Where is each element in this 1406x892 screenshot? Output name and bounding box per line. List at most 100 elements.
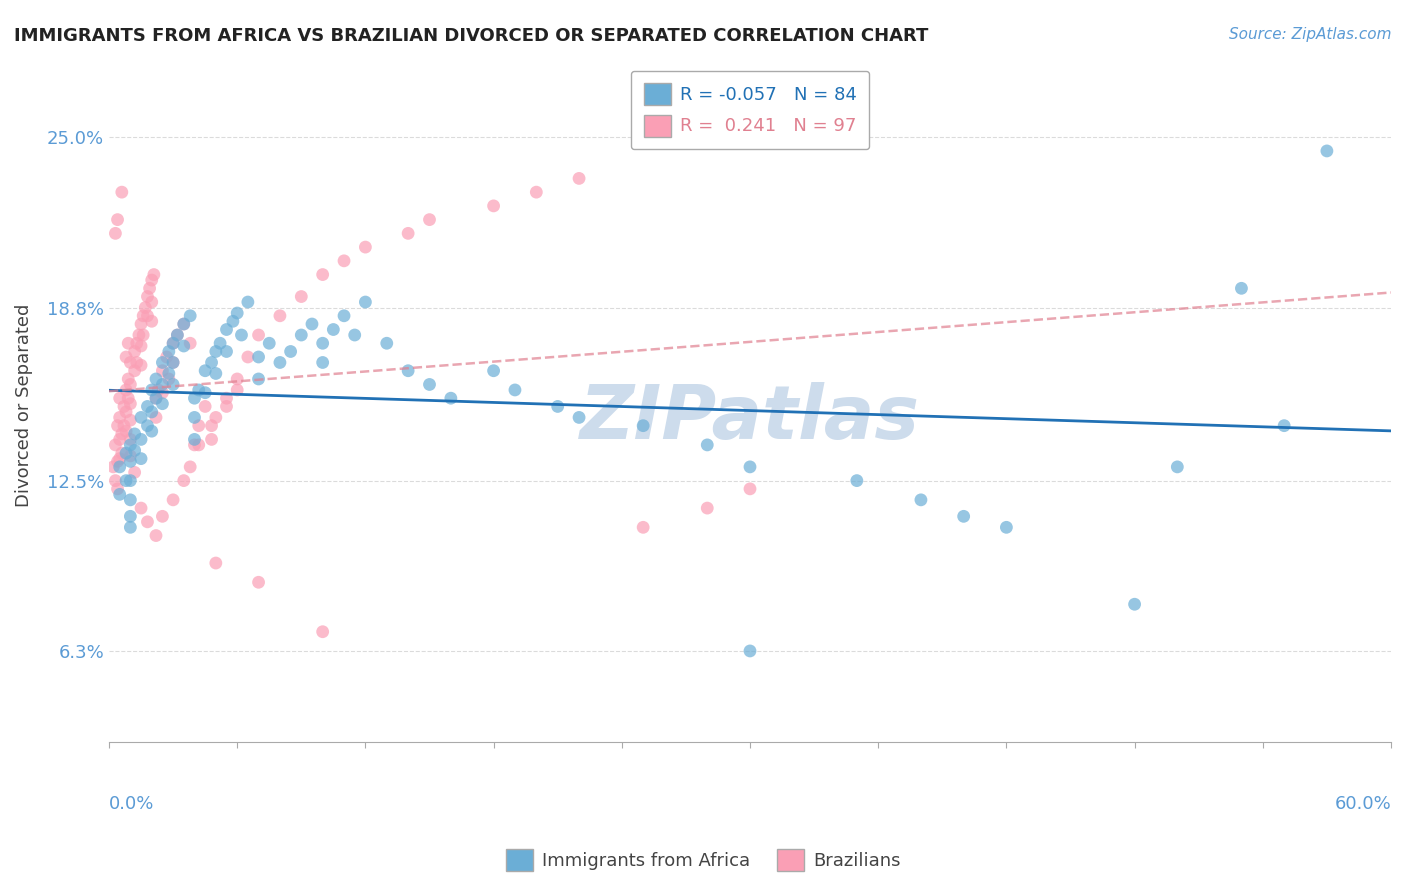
Point (247, 350, 270, 364)
Point (142, 268, 165, 282)
Point (311, 355, 333, 369)
Point (157, 372, 180, 386)
Point (183, 391, 205, 405)
Point (152, 385, 174, 400)
Point (141, 424, 163, 438)
Point (418, 212, 440, 227)
Point (200, 433, 222, 447)
Point (738, 482, 761, 496)
Point (354, 240, 377, 254)
Point (104, 474, 127, 488)
Point (166, 328, 188, 343)
Point (141, 314, 163, 328)
Point (183, 433, 205, 447)
Point (333, 253, 356, 268)
Point (311, 624, 333, 639)
Point (910, 492, 932, 507)
Point (152, 364, 174, 378)
Point (132, 309, 155, 323)
Point (1272, 418, 1295, 433)
Point (129, 339, 152, 353)
Point (162, 492, 184, 507)
Point (117, 391, 139, 405)
Point (124, 344, 146, 359)
Point (396, 227, 419, 241)
Point (696, 438, 718, 452)
Point (162, 355, 184, 369)
Point (120, 520, 142, 534)
Text: 0.0%: 0.0% (110, 796, 155, 814)
Point (120, 509, 142, 524)
Point (187, 383, 209, 397)
Point (322, 322, 344, 336)
Point (112, 400, 135, 414)
Point (396, 364, 419, 378)
Point (173, 317, 195, 331)
Point (108, 487, 131, 501)
Point (152, 397, 174, 411)
Point (124, 364, 146, 378)
Point (141, 405, 163, 419)
Point (107, 418, 129, 433)
Point (290, 289, 312, 303)
Point (226, 372, 249, 386)
Point (738, 644, 761, 658)
Point (194, 364, 217, 378)
Point (226, 306, 249, 320)
Point (162, 377, 184, 392)
Point (120, 492, 142, 507)
Point (631, 418, 654, 433)
Point (104, 227, 127, 241)
Point (129, 433, 152, 447)
Point (524, 185, 547, 199)
Text: 60.0%: 60.0% (1334, 796, 1391, 814)
Point (103, 459, 125, 474)
Point (179, 336, 201, 351)
Point (183, 438, 205, 452)
Point (247, 575, 270, 590)
Point (205, 344, 228, 359)
Point (631, 520, 654, 534)
Point (215, 322, 238, 336)
Point (152, 355, 174, 369)
Point (136, 418, 159, 433)
Point (111, 426, 134, 441)
Point (120, 438, 142, 452)
Point (179, 459, 201, 474)
Point (115, 474, 138, 488)
Point (120, 377, 142, 392)
Point (108, 451, 131, 466)
Point (129, 501, 152, 516)
Point (375, 336, 398, 351)
Point (503, 383, 526, 397)
Point (290, 328, 312, 343)
Point (1166, 459, 1188, 474)
Point (179, 309, 201, 323)
Point (482, 199, 505, 213)
Point (145, 528, 167, 542)
Point (187, 438, 209, 452)
Point (247, 372, 270, 386)
Point (162, 336, 184, 351)
Point (205, 556, 228, 570)
Text: IMMIGRANTS FROM AFRICA VS BRAZILIAN DIVORCED OR SEPARATED CORRELATION CHART: IMMIGRANTS FROM AFRICA VS BRAZILIAN DIVO… (14, 27, 928, 45)
Point (162, 336, 184, 351)
Point (129, 410, 152, 425)
Point (115, 446, 138, 460)
Point (129, 317, 152, 331)
Point (194, 400, 217, 414)
Point (115, 383, 138, 397)
Point (107, 212, 129, 227)
Point (1316, 144, 1339, 158)
Point (215, 391, 238, 405)
Point (136, 515, 159, 529)
Point (231, 328, 253, 343)
Point (173, 339, 195, 353)
Point (145, 391, 167, 405)
Point (568, 410, 591, 425)
Point (194, 385, 217, 400)
Point (108, 391, 131, 405)
Point (112, 418, 135, 433)
Point (1123, 597, 1146, 611)
Point (152, 509, 174, 524)
